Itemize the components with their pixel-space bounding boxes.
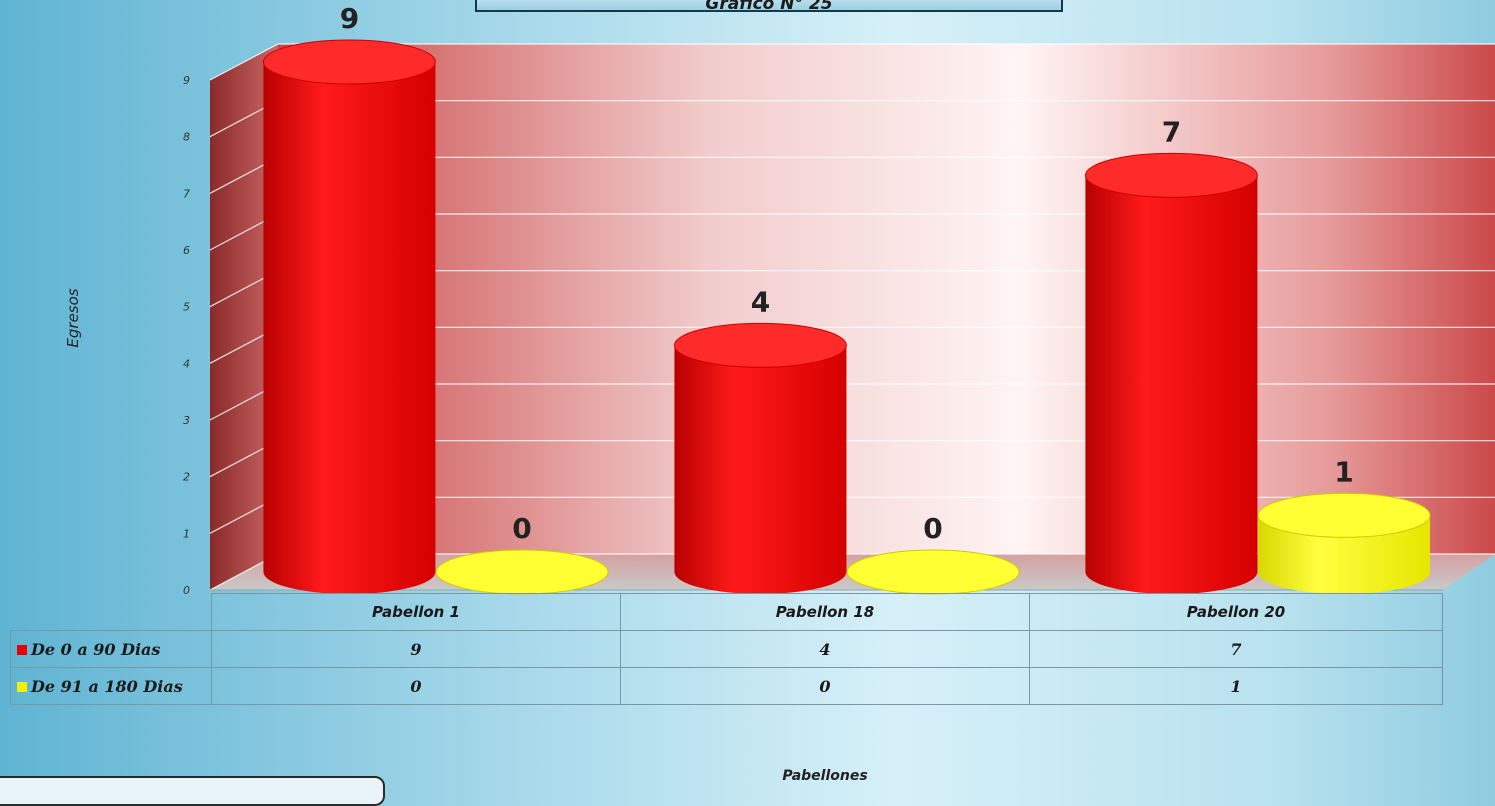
table-category: Pabellon 18 <box>620 593 1030 631</box>
table-cell: 1 <box>1029 667 1443 705</box>
table-row: De 91 a 180 Dias 0 0 1 <box>10 667 1443 705</box>
y-tick-label: 7 <box>183 187 190 200</box>
legend-label: De 91 a 180 Dias <box>31 676 183 696</box>
footer-box <box>0 776 385 806</box>
legend-label: De 0 a 90 Dias <box>31 639 161 659</box>
y-tick-label: 0 <box>183 584 190 597</box>
table-category: Pabellon 20 <box>1029 593 1443 631</box>
bar <box>674 345 847 594</box>
bar <box>1258 515 1431 594</box>
gridline <box>209 43 1495 81</box>
bar-top <box>1257 492 1431 538</box>
table-cell: 4 <box>620 630 1030 668</box>
table-cell: 0 <box>620 667 1030 705</box>
data-label: 0 <box>923 512 942 545</box>
chart-title: Grafico N° 25 <box>475 0 1063 14</box>
table-corner <box>11 594 212 631</box>
data-label: 1 <box>1334 455 1353 488</box>
y-tick-label: 3 <box>183 414 190 427</box>
y-tick-label: 5 <box>183 301 190 314</box>
legend-swatch <box>17 681 27 692</box>
data-label: 7 <box>1162 115 1181 148</box>
table-cell: 0 <box>211 667 621 705</box>
bar-top <box>262 39 436 85</box>
bar-top <box>846 549 1020 595</box>
y-tick-label: 1 <box>183 527 190 540</box>
table-cell: 7 <box>1029 630 1443 668</box>
data-label: 9 <box>340 2 359 35</box>
table-header-row: Pabellon 1 Pabellon 18 Pabellon 20 <box>11 593 1443 631</box>
x-axis-label: Pabellones <box>782 768 867 784</box>
table-category: Pabellon 1 <box>211 593 621 631</box>
back-wall <box>278 44 1495 554</box>
y-tick-label: 2 <box>183 471 190 484</box>
data-label: 4 <box>751 285 770 318</box>
table-row: De 0 a 90 Dias 9 4 7 <box>10 630 1443 668</box>
bar-top <box>673 322 847 368</box>
table-cell: 9 <box>211 630 621 668</box>
data-label: 0 <box>512 512 531 545</box>
side-wall <box>210 44 278 590</box>
bar-top <box>435 549 609 595</box>
data-table: Pabellon 1 Pabellon 18 Pabellon 20 De 0 … <box>10 593 1443 705</box>
y-tick-label: 4 <box>183 357 190 370</box>
legend-swatch <box>17 644 27 655</box>
y-tick-label: 6 <box>183 244 190 257</box>
bar-top <box>1084 152 1258 198</box>
y-tick-label: 9 <box>183 74 190 87</box>
bar <box>263 62 436 594</box>
legend-entry: De 0 a 90 Dias <box>10 630 212 668</box>
y-tick-label: 8 <box>183 131 190 144</box>
y-axis-label: Egresos <box>64 288 82 347</box>
bar <box>1085 175 1258 595</box>
legend-entry: De 91 a 180 Dias <box>10 667 212 705</box>
